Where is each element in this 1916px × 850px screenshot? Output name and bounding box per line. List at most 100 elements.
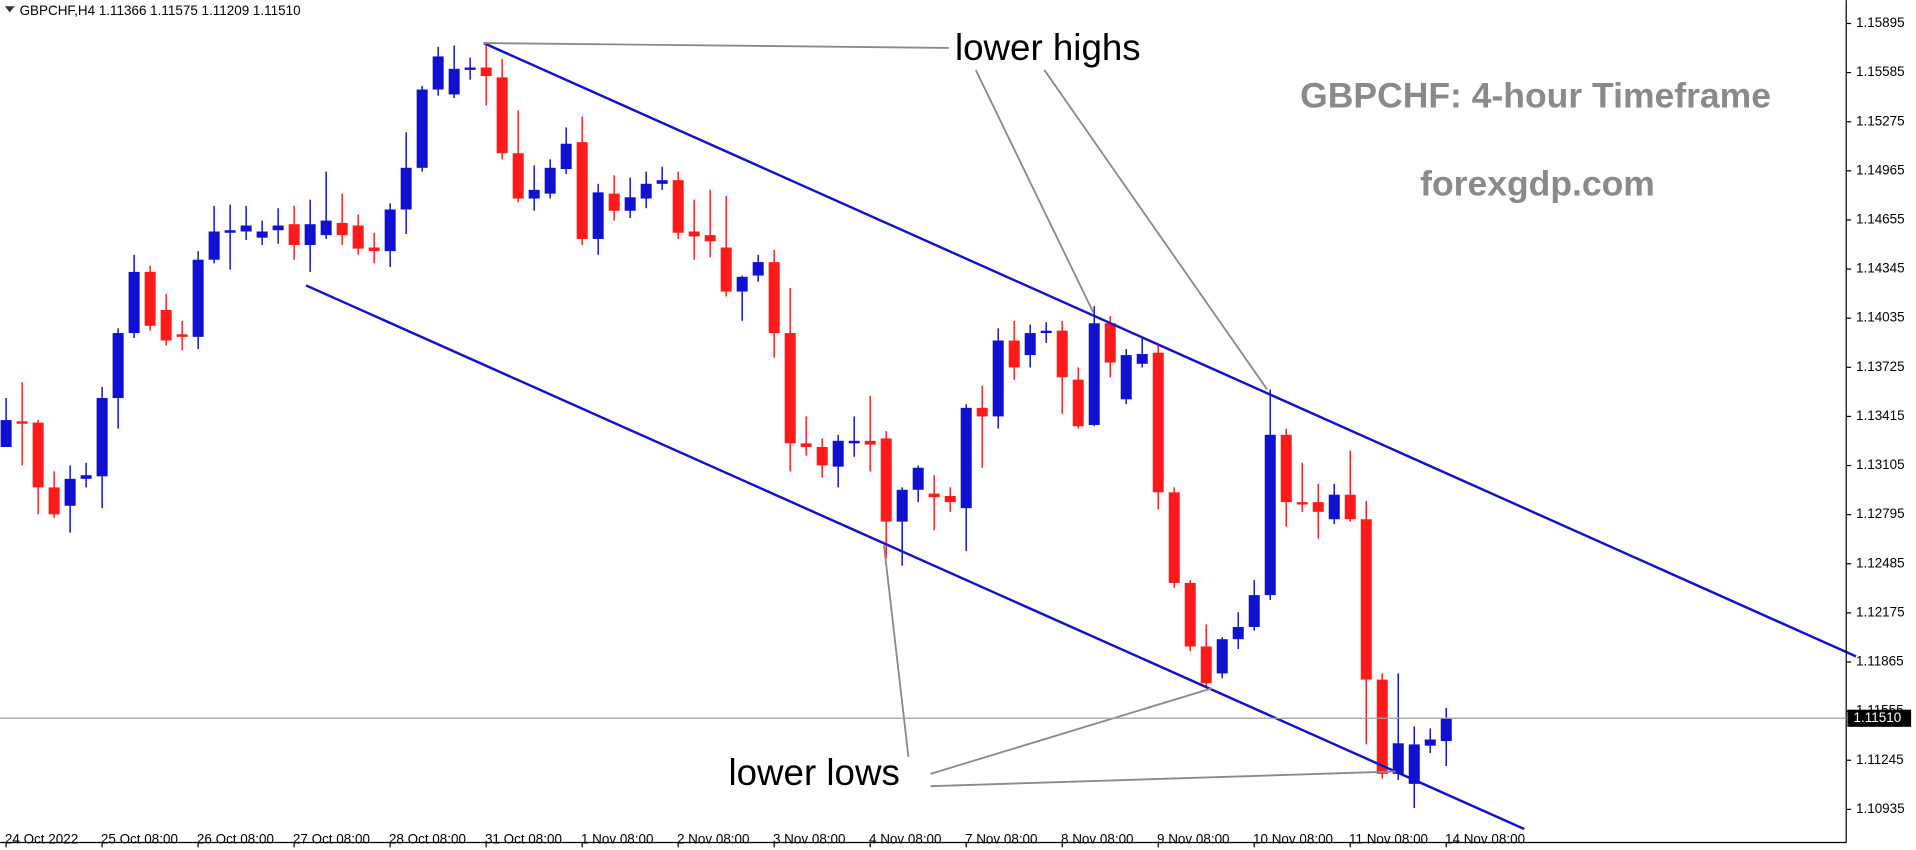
candle-body — [1232, 626, 1244, 640]
x-tick-label: 10 Nov 08:00 — [1253, 832, 1333, 847]
candle-body — [1424, 739, 1436, 746]
y-tick-label: 1.13415 — [1856, 408, 1905, 423]
candle-body — [544, 167, 556, 194]
candle-body — [848, 440, 860, 444]
y-tick-label: 1.11865 — [1856, 654, 1904, 669]
candle-body — [1248, 595, 1260, 627]
candle-body — [1200, 646, 1212, 684]
x-tick-label: 4 Nov 08:00 — [869, 832, 942, 847]
candle-body — [800, 443, 812, 447]
candle-body — [1280, 434, 1292, 503]
candle-body — [896, 489, 908, 522]
x-tick-label: 24 Oct 2022 — [5, 832, 78, 847]
candle-body — [1408, 744, 1420, 784]
x-tick-label: 11 Nov 08:00 — [1349, 832, 1428, 847]
x-tick-label: 8 Nov 08:00 — [1061, 832, 1134, 847]
candle-body — [1360, 519, 1372, 680]
candle-body — [832, 440, 844, 467]
y-tick-label: 1.12175 — [1856, 604, 1905, 619]
candle-body — [384, 209, 396, 252]
candle-body — [880, 438, 892, 522]
candle-body — [944, 495, 956, 503]
candle-body — [1264, 434, 1276, 596]
candle-body — [592, 192, 604, 239]
candle-body — [1136, 353, 1148, 364]
candle-body — [1184, 582, 1196, 647]
candle-body — [864, 440, 876, 445]
candle-body — [816, 446, 828, 466]
candle-body — [1216, 639, 1228, 674]
candle-body — [1152, 352, 1164, 493]
candle-body — [32, 422, 44, 488]
y-tick-label: 1.14345 — [1856, 261, 1905, 276]
x-tick-label: 2 Nov 08:00 — [677, 832, 750, 847]
current-price-label: 1.11510 — [1854, 710, 1902, 725]
y-tick-label: 1.15585 — [1856, 64, 1905, 79]
candle-body — [496, 77, 508, 154]
candle-body — [368, 247, 380, 252]
candle-body — [1344, 494, 1356, 520]
candle-body — [736, 276, 748, 292]
candle-body — [256, 231, 268, 238]
candle-body — [576, 142, 588, 239]
candle-body — [704, 235, 716, 242]
y-tick-label: 1.14035 — [1856, 310, 1905, 325]
candle-body — [1440, 718, 1452, 742]
candle-body — [1008, 340, 1020, 368]
candle-body — [512, 153, 524, 199]
candle-body — [96, 398, 108, 477]
x-tick-label: 28 Oct 08:00 — [389, 832, 466, 847]
candle-body — [1104, 323, 1116, 363]
pointer — [930, 687, 1213, 775]
candle-body — [1392, 743, 1404, 774]
candle-body — [1120, 355, 1132, 400]
symbol-header: GBPCHF,H4 1.11366 1.11575 1.11209 1.1151… — [20, 3, 301, 18]
candle-body — [0, 420, 12, 447]
chart-subtitle: forexgdp.com — [1420, 164, 1655, 204]
candle-body — [320, 220, 332, 236]
candle-body — [336, 222, 348, 236]
symbol-icon — [4, 6, 15, 13]
candle-body — [1040, 330, 1052, 334]
candle-body — [400, 167, 412, 210]
y-tick-label: 1.12485 — [1856, 555, 1905, 570]
candle-body — [352, 225, 364, 249]
y-tick-label: 1.15275 — [1856, 113, 1905, 128]
candle-body — [976, 407, 988, 417]
chart-title: GBPCHF: 4-hour Timeframe — [1300, 75, 1771, 115]
candle-body — [288, 224, 300, 245]
plot-area — [0, 41, 1452, 809]
current-price-box — [1847, 709, 1912, 727]
candle-body — [48, 487, 60, 515]
candle-body — [208, 231, 220, 260]
candle-body — [144, 271, 156, 326]
candle-body — [112, 333, 124, 399]
y-tick-label: 1.14965 — [1856, 162, 1905, 177]
y-tick-label: 1.13105 — [1856, 457, 1905, 472]
candle-body — [992, 340, 1004, 417]
candle-body — [656, 180, 668, 184]
y-tick-label: 1.15895 — [1856, 15, 1905, 30]
candle-body — [1312, 502, 1324, 512]
candle-body — [640, 183, 652, 199]
pointer — [1043, 69, 1268, 391]
candle-body — [608, 193, 620, 211]
candle-body — [448, 68, 460, 95]
candle-body — [64, 478, 76, 506]
candle-body — [672, 180, 684, 233]
x-tick-label: 14 Nov 08:00 — [1445, 832, 1525, 847]
candle-body — [1328, 494, 1340, 520]
candle-body — [1376, 679, 1388, 774]
candle-body — [16, 421, 28, 424]
candle-body — [1296, 502, 1308, 505]
candle-body — [528, 189, 540, 199]
candle-body — [560, 143, 572, 170]
candle-body — [416, 89, 428, 168]
candle-body — [160, 309, 172, 341]
candle-body — [304, 224, 316, 245]
candle-body — [480, 67, 492, 77]
pointer — [483, 42, 949, 49]
candle-body — [272, 225, 284, 231]
pointer — [930, 770, 1396, 788]
